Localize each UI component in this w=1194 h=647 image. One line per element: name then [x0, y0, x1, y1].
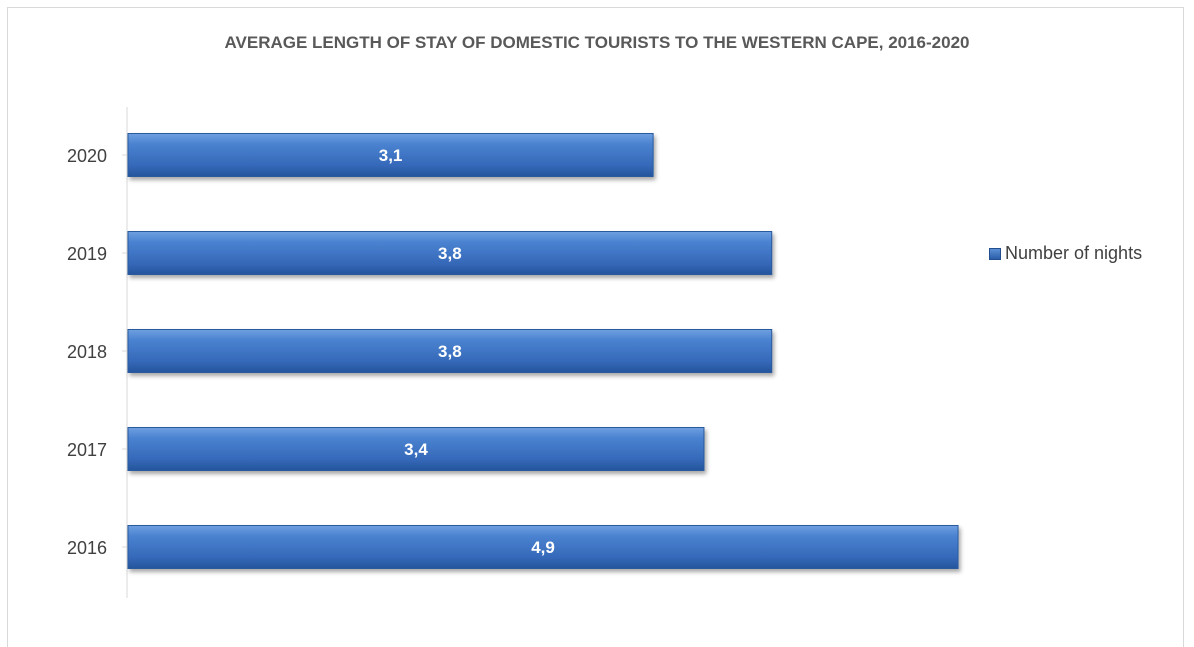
data-label-2020: 3,1 — [379, 146, 403, 165]
y-tick-label-2017: 2017 — [67, 440, 107, 460]
y-tick-label-2016: 2016 — [67, 538, 107, 558]
legend-swatch — [989, 247, 1001, 260]
bar-2016 — [127, 525, 959, 569]
bar-2020 — [127, 133, 654, 177]
bar-2017 — [127, 427, 705, 471]
data-label-2016: 4,9 — [531, 538, 555, 557]
data-label-2018: 3,8 — [438, 342, 462, 361]
bars-layer: 3,1 2020 3,8 2019 3,8 2018 3,4 2017 4,9 2016 — [67, 133, 959, 569]
data-label-2017: 3,4 — [404, 440, 428, 459]
y-tick-label-2018: 2018 — [67, 342, 107, 362]
chart-title: AVERAGE LENGTH OF STAY OF DOMESTIC TOURI… — [224, 33, 970, 52]
y-tick-label-2019: 2019 — [67, 244, 107, 264]
legend: Number of nights — [989, 243, 1142, 264]
bar-2019 — [127, 231, 773, 275]
legend-label: Number of nights — [1005, 243, 1143, 263]
chart-plot: 3,1 2020 3,8 2019 3,8 2018 3,4 2017 4,9 2016 — [67, 107, 959, 598]
y-tick-label-2020: 2020 — [67, 146, 107, 166]
data-label-2019: 3,8 — [438, 244, 462, 263]
bar-2018 — [127, 329, 773, 373]
